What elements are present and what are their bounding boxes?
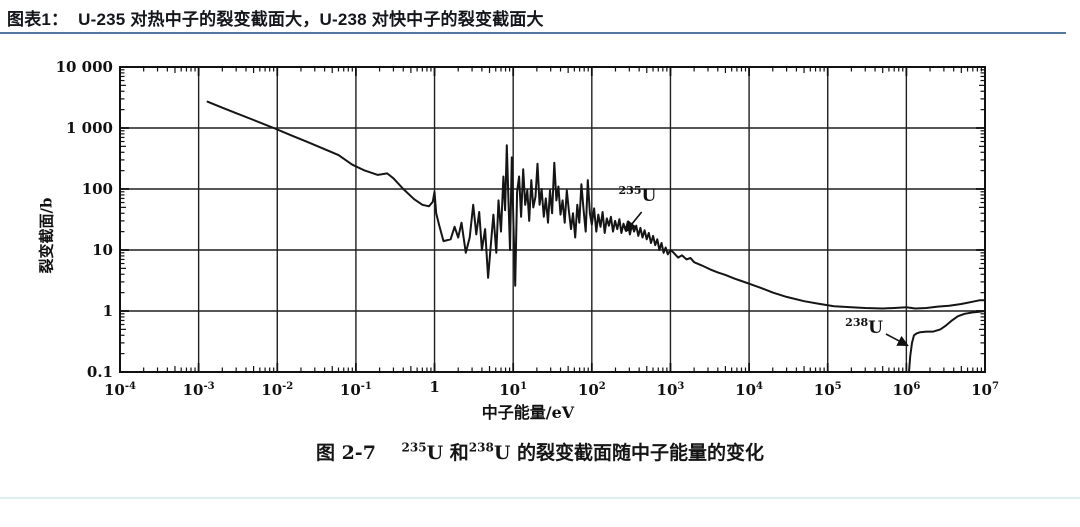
y-tick-label: 10 [92,241,113,259]
caption-superscript: 235 [401,440,427,455]
x-tick-label: 107 [971,381,999,399]
curve-label-u235: 235U [619,184,657,206]
caption-text: 图 2-7 [315,442,402,464]
curve-label-u238-symbol: U [868,317,883,338]
curve-label-u235-symbol: U [641,185,657,206]
x-tick-label: 10-1 [339,381,372,399]
x-tick-label: 102 [577,381,606,399]
x-tick-label: 10-2 [261,381,294,399]
page-title: 图表1： U-235 对热中子的裂变截面大，U-238 对快中子的裂变截面大 [7,10,544,29]
x-tick-label: 103 [656,381,685,399]
x-tick-label: 10-3 [182,381,215,399]
curve-label-u238: 238U [845,316,883,338]
y-tick-label: 1 [102,302,113,320]
x-tick-label: 106 [892,381,921,399]
x-tick-label: 105 [813,381,842,399]
series-curve-u238 [908,310,986,373]
curve-label-u235-mass: 235 [618,184,642,198]
series-curve-u235 [206,100,986,310]
x-tick-label: 1 [429,378,440,396]
plot-border [119,66,986,373]
y-tick-label: 10 000 [55,58,113,76]
y-tick-label: 100 [81,180,113,198]
bottom-divider [0,497,1080,499]
curve-label-u238-mass: 238 [845,316,869,329]
x-tick-label: 104 [735,381,763,399]
annotation-arrow-u235 [625,211,643,233]
caption-text: U 的裂变截面随中子能量的变化 [493,442,765,464]
caption-text: U 和 [426,442,469,464]
y-tick-label: 0.1 [86,363,113,381]
x-tick-label: 10-4 [104,381,136,399]
x-tick-label: 101 [499,381,528,399]
y-axis-title: 裂变截面/b [37,197,56,274]
x-axis-title: 中子能量/eV [481,403,575,422]
y-tick-label: 1 000 [66,119,113,137]
annotation-arrow-u238 [885,333,909,347]
title-underline [0,32,1066,34]
caption-superscript: 238 [468,440,494,455]
figure-caption: 图 2-7 235U 和238U 的裂变截面随中子能量的变化 [0,438,1080,465]
